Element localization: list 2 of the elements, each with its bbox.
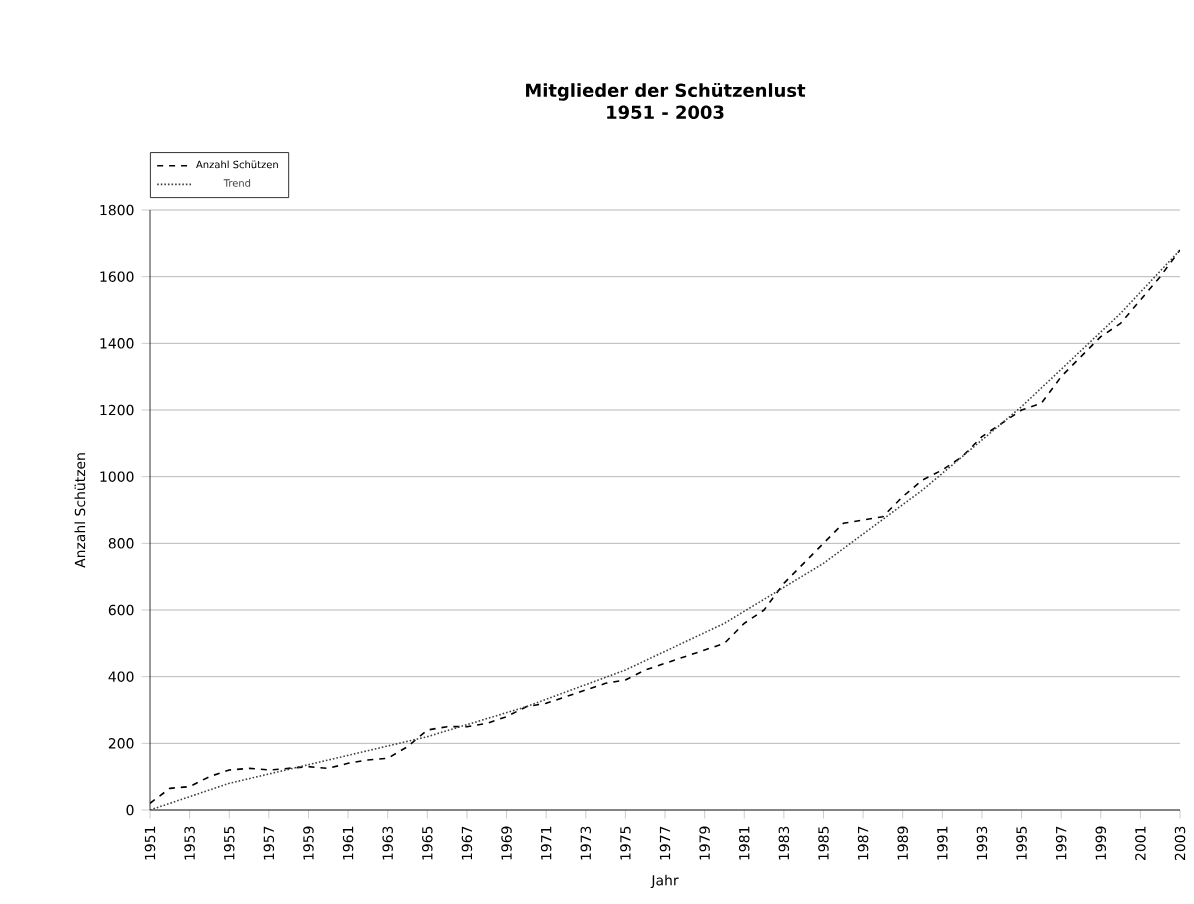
chart-title: Mitglieder der Schützenlust	[526, 82, 806, 101]
chart-subtitle: 1951 - 2003	[607, 105, 724, 119]
